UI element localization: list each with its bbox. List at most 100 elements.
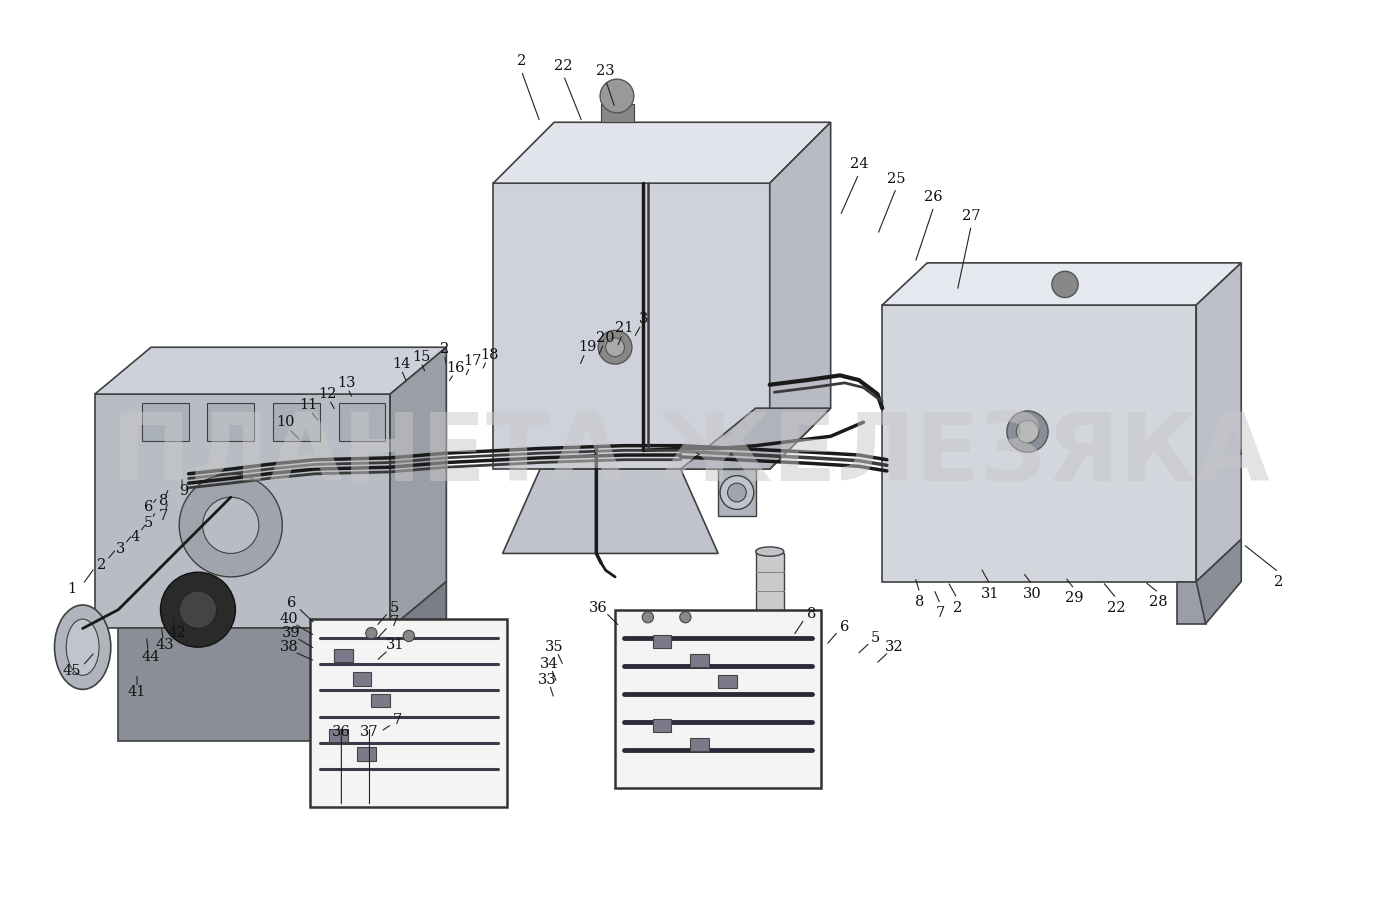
- Text: 5: 5: [390, 601, 399, 615]
- Bar: [372, 694, 390, 707]
- Text: 3: 3: [638, 312, 648, 326]
- Circle shape: [720, 476, 753, 509]
- Text: 17: 17: [463, 354, 482, 368]
- Bar: [690, 738, 709, 752]
- Circle shape: [1052, 271, 1078, 298]
- Text: 14: 14: [392, 357, 410, 371]
- Circle shape: [605, 338, 625, 356]
- Polygon shape: [95, 394, 390, 629]
- Text: 2: 2: [517, 55, 527, 68]
- Polygon shape: [95, 347, 446, 394]
- Text: 40: 40: [279, 612, 299, 626]
- Text: 2: 2: [439, 343, 449, 356]
- Text: 20: 20: [597, 331, 615, 345]
- Circle shape: [680, 611, 691, 623]
- Circle shape: [180, 474, 282, 577]
- Text: 3: 3: [116, 542, 124, 556]
- Ellipse shape: [756, 661, 784, 670]
- Text: 31: 31: [981, 587, 999, 600]
- Bar: [719, 675, 737, 689]
- Text: 8: 8: [807, 608, 817, 621]
- Text: 6: 6: [287, 596, 296, 610]
- Text: 22: 22: [1107, 601, 1126, 615]
- Polygon shape: [493, 183, 770, 469]
- Text: ПЛАНЕТА ЖЕЛЕЗЯКА: ПЛАНЕТА ЖЕЛЕЗЯКА: [112, 409, 1270, 501]
- Polygon shape: [1197, 539, 1241, 624]
- Text: 39: 39: [282, 626, 301, 640]
- Bar: [358, 748, 376, 761]
- Polygon shape: [681, 408, 831, 469]
- Text: 2: 2: [952, 601, 962, 615]
- Text: 29: 29: [1066, 591, 1083, 606]
- Text: 5: 5: [871, 630, 880, 645]
- Text: 36: 36: [589, 601, 608, 615]
- Text: 23: 23: [597, 64, 615, 77]
- Text: 41: 41: [129, 685, 146, 699]
- Bar: [352, 672, 372, 686]
- Text: 43: 43: [156, 639, 174, 652]
- Polygon shape: [207, 404, 254, 441]
- Bar: [652, 635, 672, 648]
- Polygon shape: [719, 469, 756, 516]
- Text: 37: 37: [361, 724, 379, 739]
- Text: 34: 34: [540, 657, 558, 671]
- Text: 10: 10: [276, 415, 294, 429]
- Polygon shape: [339, 404, 386, 441]
- Text: 5: 5: [144, 517, 153, 530]
- Ellipse shape: [66, 619, 100, 675]
- Text: 12: 12: [318, 387, 336, 401]
- Bar: [690, 654, 709, 667]
- Text: 11: 11: [300, 398, 318, 413]
- Text: 22: 22: [554, 59, 572, 73]
- Circle shape: [727, 483, 746, 502]
- Text: 45: 45: [62, 663, 80, 678]
- Text: 33: 33: [538, 673, 557, 687]
- Circle shape: [600, 79, 634, 113]
- Polygon shape: [390, 581, 446, 741]
- Polygon shape: [503, 469, 719, 554]
- Text: 2: 2: [97, 558, 106, 572]
- Polygon shape: [1197, 263, 1241, 581]
- Text: 4: 4: [130, 529, 140, 544]
- Polygon shape: [882, 305, 1197, 581]
- Text: 26: 26: [925, 190, 943, 204]
- Circle shape: [643, 611, 654, 623]
- Text: 8: 8: [159, 494, 169, 508]
- Text: 8: 8: [915, 595, 925, 609]
- Polygon shape: [272, 404, 319, 441]
- Text: 42: 42: [167, 626, 185, 640]
- Bar: [652, 720, 672, 732]
- Text: 2: 2: [1274, 575, 1284, 589]
- Text: 6: 6: [840, 619, 850, 633]
- Text: 19: 19: [578, 340, 596, 354]
- Polygon shape: [311, 619, 507, 806]
- Text: 36: 36: [332, 724, 351, 739]
- Text: 7: 7: [159, 509, 167, 523]
- Polygon shape: [493, 122, 831, 183]
- Circle shape: [1007, 411, 1048, 452]
- Polygon shape: [770, 122, 831, 469]
- Text: 32: 32: [884, 640, 904, 654]
- Polygon shape: [1177, 581, 1205, 624]
- Text: 30: 30: [1023, 587, 1042, 600]
- Text: 21: 21: [615, 322, 633, 335]
- Circle shape: [404, 630, 415, 641]
- Text: 28: 28: [1150, 595, 1168, 609]
- Text: 1: 1: [66, 582, 76, 596]
- Polygon shape: [601, 104, 634, 122]
- Text: 9: 9: [180, 484, 188, 497]
- Text: 24: 24: [850, 158, 868, 171]
- Polygon shape: [882, 263, 1241, 305]
- Bar: [329, 729, 348, 742]
- Circle shape: [1016, 420, 1039, 443]
- Polygon shape: [615, 609, 821, 788]
- Text: 27: 27: [962, 209, 980, 223]
- Circle shape: [366, 628, 377, 639]
- Text: 31: 31: [386, 639, 404, 652]
- Circle shape: [598, 331, 632, 364]
- Polygon shape: [119, 629, 390, 741]
- Circle shape: [203, 497, 258, 554]
- Polygon shape: [142, 404, 188, 441]
- Text: 6: 6: [144, 499, 153, 514]
- Circle shape: [180, 591, 217, 629]
